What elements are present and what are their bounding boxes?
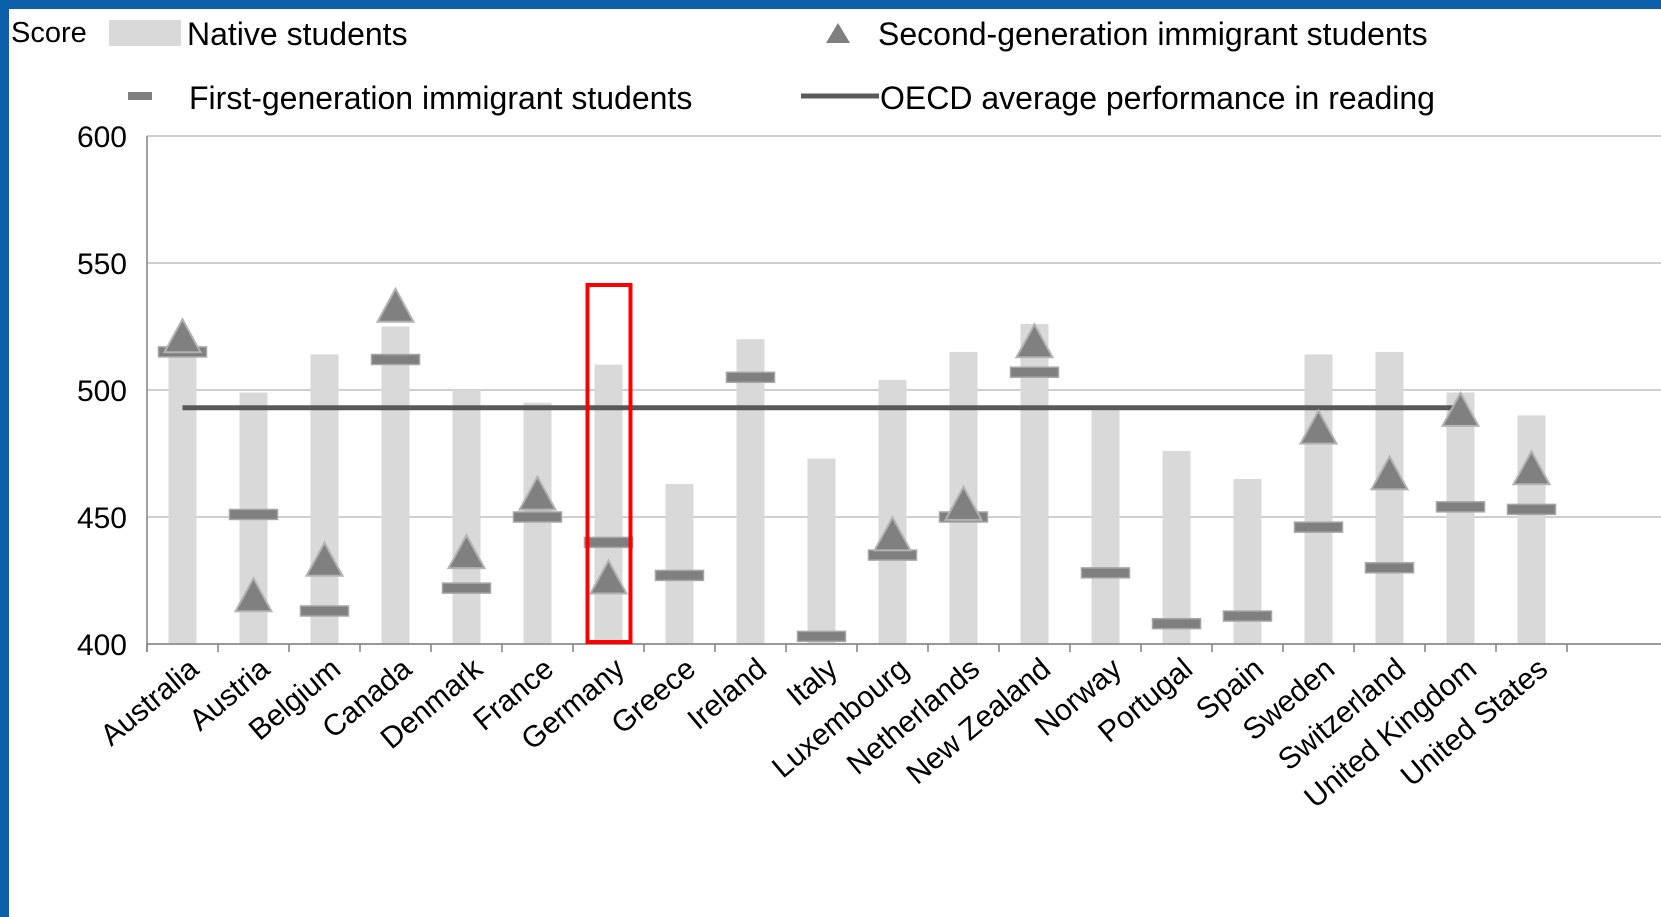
marker-first-gen-united-kingdom — [1435, 501, 1486, 513]
y-tick-label: 500 — [77, 375, 127, 408]
second-gen-markers — [162, 286, 1552, 613]
bar-native-france — [523, 402, 552, 644]
marker-first-gen-austria — [228, 508, 279, 521]
bar-native-portugal — [1162, 450, 1191, 644]
marker-first-gen-spain — [1222, 610, 1273, 622]
bar-native-switzerland — [1375, 351, 1404, 644]
y-tick-label: 600 — [77, 121, 127, 154]
first-gen-markers — [157, 346, 1557, 643]
legend: Native students Second-generation immigr… — [109, 16, 1435, 116]
marker-first-gen-canada — [370, 353, 421, 366]
marker-first-gen-greece — [654, 569, 705, 582]
legend-swatch-first-gen — [128, 92, 152, 100]
bar-native-germany — [594, 364, 623, 644]
x-tick-label-australia: Australia — [94, 652, 205, 753]
y-axis-label: Score — [11, 17, 87, 49]
highlight-box — [585, 283, 633, 644]
marker-first-gen-belgium — [299, 605, 350, 617]
native-bars — [168, 323, 1546, 644]
marker-second-gen-australia — [162, 317, 203, 354]
marker-first-gen-sweden — [1293, 521, 1344, 533]
highlight-group — [585, 283, 633, 644]
x-tick-label-ireland: Ireland — [682, 652, 773, 736]
marker-second-gen-germany — [588, 558, 629, 595]
x-tick-labels: AustraliaAustriaBelgiumCanadaDenmarkFran… — [94, 651, 1554, 814]
marker-second-gen-belgium — [304, 540, 345, 577]
marker-first-gen-luxembourg — [867, 549, 918, 561]
y-tick-label: 450 — [77, 502, 127, 535]
bar-native-luxembourg — [878, 379, 907, 644]
marker-first-gen-new-zealand — [1009, 366, 1060, 378]
marker-second-gen-austria — [233, 576, 274, 613]
y-tick-label: 400 — [77, 629, 127, 662]
bar-native-sweden — [1304, 354, 1333, 644]
legend-swatch-second-gen — [826, 23, 850, 43]
marker-first-gen-united-states — [1506, 503, 1557, 516]
marker-first-gen-ireland — [725, 371, 776, 384]
legend-swatch-native — [109, 20, 181, 46]
marker-second-gen-luxembourg — [872, 515, 913, 552]
y-tick-label: 550 — [77, 248, 127, 281]
bar-native-ireland — [736, 339, 765, 644]
marker-second-gen-canada — [375, 286, 416, 323]
marker-first-gen-germany — [583, 536, 634, 549]
chart: Score Native students Second-generation … — [11, 16, 1661, 815]
marker-second-gen-denmark — [446, 533, 487, 570]
marker-first-gen-switzerland — [1364, 562, 1415, 574]
bar-native-greece — [665, 483, 694, 644]
marker-second-gen-netherlands — [943, 484, 984, 521]
marker-second-gen-united-kingdom — [1440, 390, 1481, 427]
bar-native-canada — [381, 326, 410, 644]
bar-native-belgium — [310, 354, 339, 644]
marker-first-gen-portugal — [1151, 617, 1202, 630]
bar-native-united-kingdom — [1446, 392, 1475, 644]
marker-second-gen-france — [517, 474, 558, 511]
marker-first-gen-norway — [1080, 567, 1131, 579]
marker-second-gen-switzerland — [1369, 454, 1410, 491]
chart-frame: Score Native students Second-generation … — [9, 9, 1661, 917]
marker-first-gen-france — [512, 511, 563, 523]
marker-second-gen-sweden — [1298, 408, 1339, 445]
marker-second-gen-united-states — [1511, 449, 1552, 486]
bar-native-australia — [168, 351, 197, 644]
bar-native-italy — [807, 458, 836, 644]
x-axis — [146, 136, 1661, 652]
legend-label-native: Native students — [187, 16, 408, 52]
marker-first-gen-denmark — [441, 582, 492, 594]
bar-native-norway — [1091, 410, 1120, 644]
bar-native-denmark — [452, 390, 481, 644]
legend-label-first-gen: First-generation immigrant students — [189, 80, 692, 116]
y-tick-labels: 400 450 500 550 600 — [77, 121, 127, 662]
legend-label-oecd: OECD average performance in reading — [880, 80, 1435, 116]
legend-label-second-gen: Second-generation immigrant students — [878, 16, 1428, 52]
marker-first-gen-italy — [796, 630, 847, 643]
marker-second-gen-new-zealand — [1014, 322, 1055, 359]
